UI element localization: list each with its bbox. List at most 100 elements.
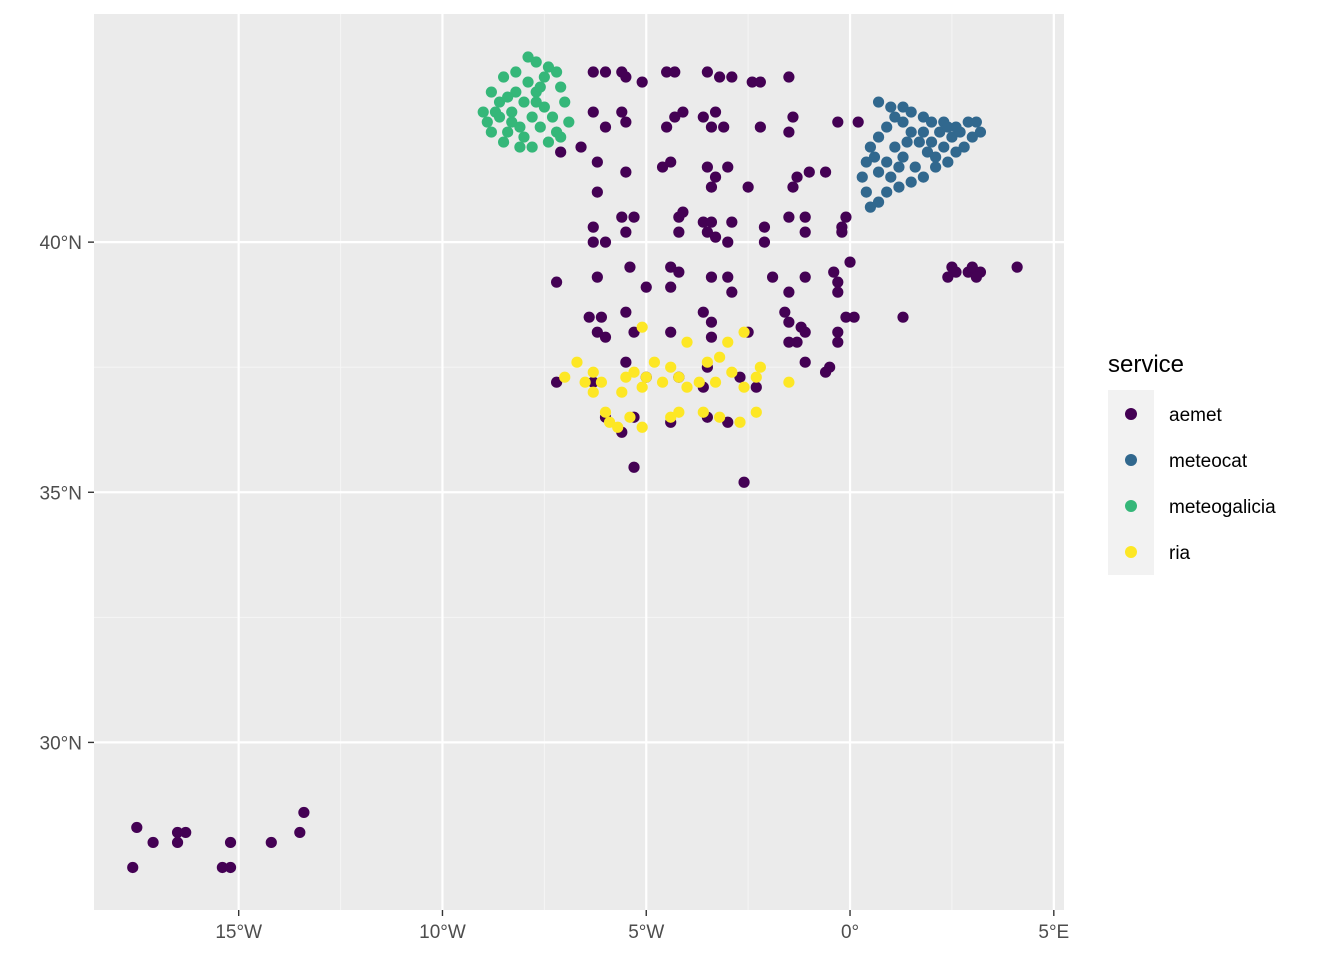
- point-meteogalicia: [546, 111, 559, 123]
- point-meteogalicia: [542, 61, 555, 73]
- point-meteogalicia: [550, 66, 563, 78]
- point-aemet: [628, 461, 640, 473]
- point-ria: [714, 411, 726, 423]
- point-ria: [559, 371, 571, 383]
- point-meteocat: [897, 116, 909, 128]
- point-ria: [648, 356, 660, 368]
- point-meteocat: [897, 101, 909, 113]
- point-aemet: [705, 331, 718, 343]
- point-meteocat: [889, 141, 901, 153]
- point-meteocat: [905, 126, 917, 138]
- point-meteocat: [946, 131, 958, 143]
- point-meteogalicia: [506, 116, 518, 128]
- point-aemet: [832, 336, 844, 348]
- point-aemet: [595, 311, 608, 323]
- point-meteocat: [909, 161, 921, 173]
- y-axis: 30°N 35°N 40°N: [40, 233, 94, 754]
- point-aemet: [840, 211, 852, 223]
- series-meteocat: [856, 96, 987, 213]
- point-aemet: [620, 116, 632, 128]
- point-aemet: [636, 76, 648, 88]
- point-ria: [603, 416, 616, 428]
- point-aemet: [701, 226, 713, 238]
- point-ria: [754, 361, 766, 373]
- point-meteocat: [872, 131, 885, 143]
- point-meteogalicia: [526, 111, 538, 123]
- point-aemet: [224, 836, 237, 849]
- point-ria: [701, 356, 713, 368]
- point-meteogalicia: [498, 71, 510, 83]
- point-aemet: [709, 106, 722, 118]
- point-ria: [636, 421, 648, 433]
- point-aemet: [555, 146, 567, 158]
- point-ria: [783, 376, 795, 388]
- point-aemet: [705, 181, 718, 193]
- point-aemet: [970, 271, 982, 283]
- legend-key-background: [1108, 390, 1154, 575]
- point-ria: [673, 406, 685, 418]
- point-aemet: [722, 416, 734, 428]
- point-aemet: [832, 276, 844, 288]
- point-ria: [571, 356, 583, 368]
- point-aemet: [726, 286, 738, 298]
- point-meteogalicia: [534, 121, 546, 133]
- point-aemet: [665, 326, 677, 338]
- point-aemet: [824, 361, 836, 373]
- point-aemet: [673, 226, 685, 238]
- point-aemet: [803, 166, 815, 178]
- point-aemet: [616, 211, 628, 223]
- point-meteogalicia: [538, 71, 550, 83]
- point-aemet: [147, 836, 159, 849]
- point-aemet: [587, 221, 599, 233]
- point-ria: [620, 371, 632, 383]
- x-tick-label: 15°W: [215, 922, 262, 943]
- point-meteogalicia: [489, 106, 502, 118]
- point-meteogalicia: [493, 96, 506, 108]
- point-meteocat: [905, 106, 917, 118]
- point-ria: [738, 381, 750, 393]
- point-aemet: [628, 211, 640, 223]
- y-tick-label: 35°N: [40, 483, 82, 504]
- point-aemet: [705, 316, 718, 328]
- y-tick-label: 40°N: [40, 233, 82, 254]
- point-meteocat: [970, 116, 982, 128]
- point-aemet: [127, 861, 139, 874]
- point-aemet: [754, 121, 766, 133]
- x-axis: 15°W 10°W 5°W 0° 5°E: [215, 910, 1069, 943]
- point-meteogalicia: [534, 81, 546, 93]
- point-aemet: [599, 66, 612, 78]
- point-aemet: [171, 826, 184, 839]
- point-ria: [673, 371, 685, 383]
- point-meteogalicia: [522, 76, 534, 88]
- point-aemet: [734, 371, 746, 383]
- point-meteogalicia: [550, 126, 563, 138]
- point-aemet: [722, 271, 734, 283]
- point-aemet: [599, 236, 612, 248]
- point-ria: [665, 361, 677, 373]
- point-aemet: [738, 476, 750, 488]
- point-meteocat: [942, 156, 954, 168]
- point-aemet: [599, 331, 612, 343]
- point-meteocat: [897, 151, 909, 163]
- point-meteogalicia: [518, 131, 530, 143]
- point-aemet: [665, 156, 677, 168]
- point-aemet: [697, 216, 709, 228]
- point-aemet: [783, 286, 795, 298]
- point-ria: [599, 406, 612, 418]
- point-meteogalicia: [538, 101, 550, 113]
- point-aemet: [718, 121, 730, 133]
- point-ria: [750, 371, 762, 383]
- point-aemet: [828, 266, 840, 278]
- point-aemet: [616, 106, 628, 118]
- point-aemet: [783, 126, 795, 138]
- point-aemet: [599, 121, 612, 133]
- point-ria: [726, 366, 738, 378]
- point-meteogalicia: [481, 116, 493, 128]
- point-meteocat: [872, 196, 885, 208]
- point-meteocat: [966, 131, 978, 143]
- point-meteocat: [860, 186, 872, 198]
- point-meteocat: [958, 141, 970, 153]
- x-tick-label: 0°: [841, 922, 859, 943]
- point-ria: [587, 366, 599, 378]
